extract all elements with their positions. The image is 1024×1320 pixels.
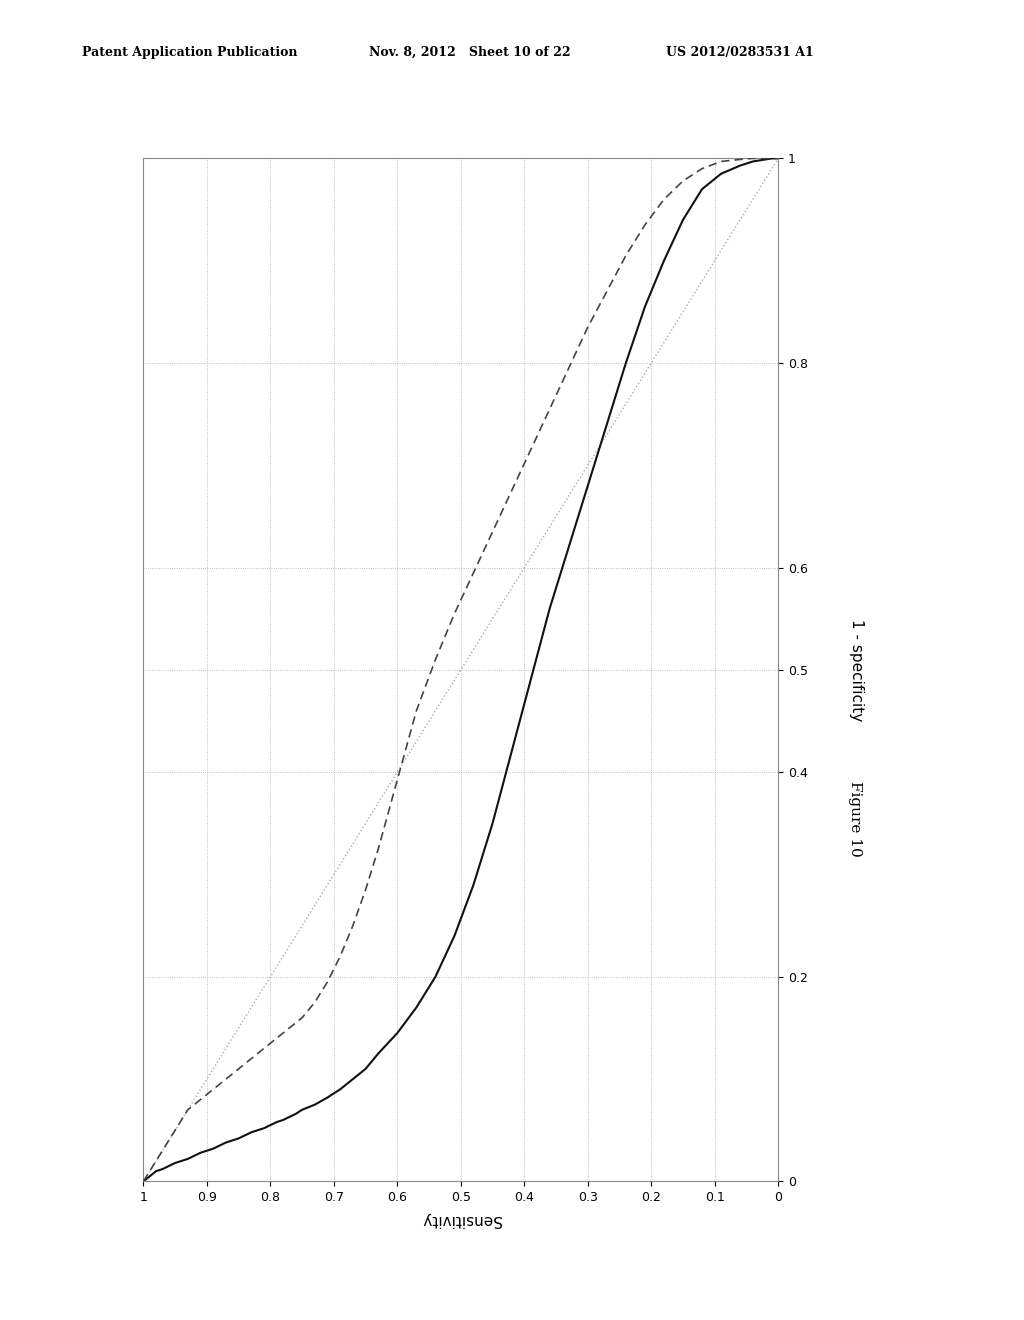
Text: Figure 10: Figure 10 [848, 780, 862, 857]
Text: US 2012/0283531 A1: US 2012/0283531 A1 [666, 46, 813, 59]
Text: Nov. 8, 2012   Sheet 10 of 22: Nov. 8, 2012 Sheet 10 of 22 [369, 46, 570, 59]
X-axis label: Sensitivity: Sensitivity [421, 1213, 501, 1228]
Text: Patent Application Publication: Patent Application Publication [82, 46, 297, 59]
Y-axis label: 1 - specificity: 1 - specificity [849, 619, 863, 721]
